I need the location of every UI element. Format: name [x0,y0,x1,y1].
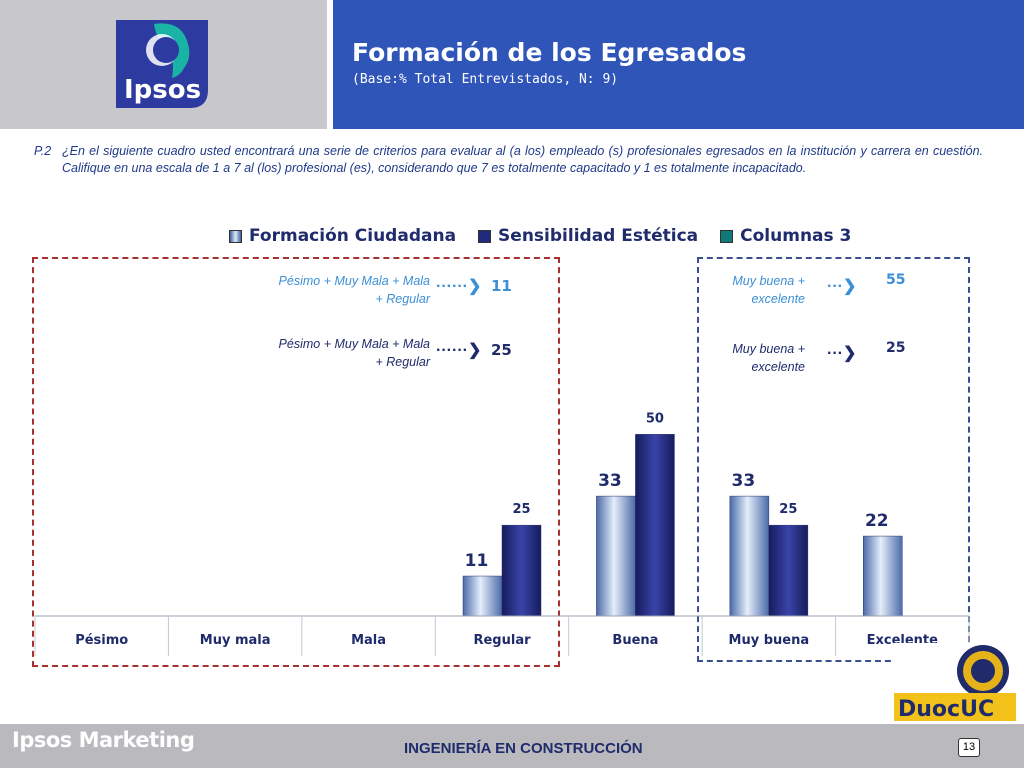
bar-sensibilidad [501,524,542,617]
footer-bar [0,724,1024,768]
question-text: ¿En el siguiente cuadro usted encontrará… [62,144,983,175]
bar-formacion [462,575,503,617]
highlight-box-positive [697,257,970,662]
bar-value-label: 25 [779,502,797,517]
duoc-crest-icon: DuocUC [894,645,1016,722]
annotation-right-1-arrow-icon: ···❯ [827,278,857,295]
duoc-logo: DuocUC [894,643,1016,722]
annotation-left-1-value: 11 [491,277,512,295]
header-left-panel: Ipsos [0,0,327,129]
legend-label-columnas: Columnas 3 [740,226,852,246]
annotation-right-2-label: Muy buena + excelente [690,340,805,376]
annotation-right-1-label: Muy buena + excelente [690,272,805,308]
annotation-right-1-value: 55 [886,272,906,288]
annotation-left-1-line2: + Regular [375,292,430,306]
annotation-right-1-line2: excelente [751,292,805,306]
bar-chart: 11 33 33 22 25 50 25 Pésimo Muy mala Mala Regular… [34,411,970,656]
bar-value-label: 50 [646,411,664,426]
bar-formacion [863,535,903,617]
page-number: 13 [958,738,980,757]
bar-sensibilidad [635,434,675,617]
question-block: P.2 ¿En el siguiente cuadro usted encont… [34,143,983,177]
footer-program: INGENIERÍA EN CONSTRUCCIÓN [404,740,643,757]
x-tick-label: Regular [473,633,531,648]
bar-value-label: 22 [865,511,889,531]
bar-value-label: 25 [512,502,530,517]
legend-label-sensibilidad: Sensibilidad Estética [498,226,699,246]
annotation-right-2-arrow-icon: ···❯ [827,345,857,362]
annotation-left-2-value: 25 [491,341,512,359]
annotation-right-2-line2: excelente [751,360,805,374]
legend-swatch-columnas [720,229,734,243]
legend-swatch-sensibilidad [478,229,492,243]
x-tick-label: Pésimo [75,633,128,648]
legend-item-formacion: Formación Ciudadana [229,226,456,246]
annotation-left-2-line1: Pésimo + Muy Mala + Mala [278,337,430,351]
annotation-left-1-label: Pésimo + Muy Mala + Mala + Regular [230,272,430,308]
ipsos-logo-text: Ipsos [124,75,201,105]
annotation-left-2-line2: + Regular [375,355,430,369]
bar-value-label: 11 [465,551,489,571]
annotation-right-1-line1: Muy buena + [732,274,805,288]
footer-brand: Ipsos Marketing [12,728,195,752]
annotation-left-1-line1: Pésimo + Muy Mala + Mala [278,274,430,288]
highlight-box-negative [32,257,560,667]
x-tick-label: Buena [612,633,658,648]
annotation-right-2-line1: Muy buena + [732,342,805,356]
question-number: P.2 [34,144,52,158]
page-title: Formación de los Egresados [352,38,747,67]
annotation-left-2-arrow-icon: ······❯ [436,342,482,359]
bar-value-label: 33 [732,471,756,491]
duoc-logo-text: DuocUC [898,697,994,721]
legend-label-formacion: Formación Ciudadana [249,226,457,246]
legend-swatch-formacion [229,229,242,243]
ipsos-logo-icon: Ipsos [116,20,208,108]
x-tick-label: Muy buena [729,633,810,648]
annotation-left-2-label: Pésimo + Muy Mala + Mala + Regular [230,335,430,371]
bar-value-label: 33 [598,471,622,491]
chart-legend: Formación Ciudadana Sensibilidad Estétic… [229,226,873,246]
bar-sensibilidad [768,524,809,617]
x-tick-label: Muy mala [200,633,271,648]
annotation-right-2-value: 25 [886,340,906,356]
bar-formacion [596,495,636,617]
header-right-panel [333,0,1024,129]
annotation-left-1-arrow-icon: ······❯ [436,278,482,295]
legend-item-columnas: Columnas 3 [720,226,851,246]
x-tick-label: Mala [351,633,386,648]
legend-item-sensibilidad: Sensibilidad Estética [478,226,698,246]
page-subtitle: (Base:% Total Entrevistados, N: 9) [352,72,619,87]
bar-formacion [729,495,770,617]
